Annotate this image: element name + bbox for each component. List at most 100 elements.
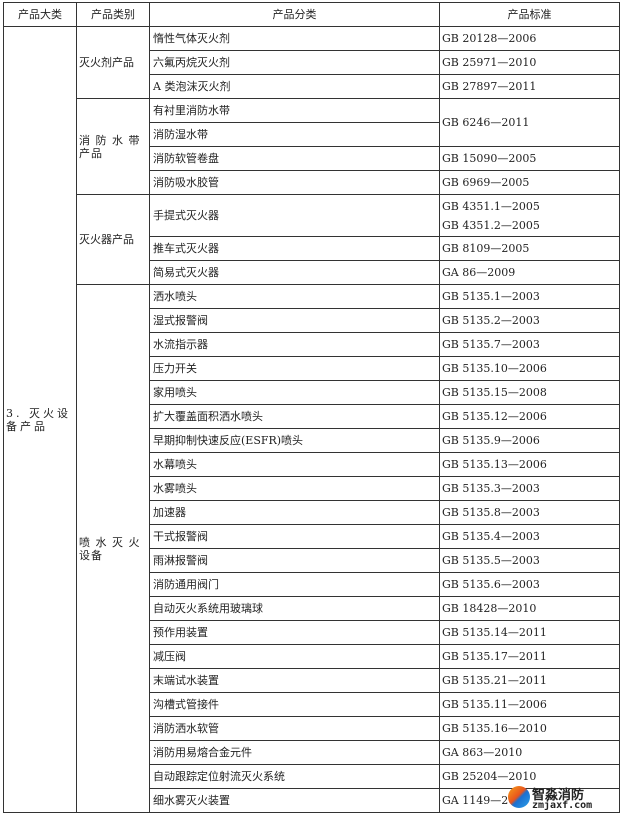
standard-line: GB 4351.1—2005	[442, 199, 540, 213]
table-row: 细水雾灭火装置 GA 1149—20	[4, 788, 620, 813]
standard-cell: GB 5135.14—2011	[439, 620, 620, 645]
category-cell: 消 防 水 带 产品	[76, 98, 150, 195]
table-row: 消防吸水胶管 GB 6969—2005	[4, 170, 620, 195]
classification-cell: 消防用易熔合金元件	[149, 740, 440, 765]
standard-cell: GB 4351.1—2005 GB 4351.2—2005	[439, 194, 620, 237]
watermark-logo-icon	[508, 786, 530, 808]
standard-cell: GB 5135.4—2003	[439, 524, 620, 549]
standard-cell: GB 8109—2005	[439, 236, 620, 261]
classification-cell: 早期抑制快速反应(ESFR)喷头	[149, 428, 440, 453]
standard-cell: GB 5135.6—2003	[439, 572, 620, 597]
classification-cell: 扩大覆盖面积洒水喷头	[149, 404, 440, 429]
table-row: 自动灭火系统用玻璃球 GB 18428—2010	[4, 596, 620, 621]
table-row: 推车式灭火器 GB 8109—2005	[4, 236, 620, 261]
header-major-category: 产品大类	[3, 2, 77, 27]
classification-cell: 干式报警阀	[149, 524, 440, 549]
classification-cell: 消防洒水软管	[149, 716, 440, 741]
classification-cell: 加速器	[149, 500, 440, 525]
standard-cell: GB 5135.3—2003	[439, 476, 620, 501]
standard-cell: GB 6969—2005	[439, 170, 620, 195]
classification-cell: 雨淋报警阀	[149, 548, 440, 573]
standard-cell: GB 5135.5—2003	[439, 548, 620, 573]
standard-cell: GB 5135.16—2010	[439, 716, 620, 741]
table-row: 预作用装置 GB 5135.14—2011	[4, 620, 620, 645]
table-row: 喷 水 灭 火 设备 洒水喷头 GB 5135.1—2003	[4, 284, 620, 813]
classification-cell: 水流指示器	[149, 332, 440, 357]
category-cell: 灭火器产品	[76, 194, 150, 285]
table-row: 简易式灭火器 GA 86—2009	[4, 260, 620, 285]
classification-cell: 六氟丙烷灭火剂	[149, 50, 440, 75]
classification-cell: 沟槽式管接件	[149, 692, 440, 717]
classification-cell: 惰性气体灭火剂	[149, 26, 440, 51]
header-row: 产品大类 产品类别 产品分类 产品标准	[3, 2, 620, 27]
header-standard: 产品标准	[439, 2, 620, 27]
standard-cell: GB 5135.1—2003	[439, 284, 620, 309]
standard-cell: GA 863—2010	[439, 740, 620, 765]
table-row: 沟槽式管接件 GB 5135.11—2006	[4, 692, 620, 717]
classification-cell: 洒水喷头	[149, 284, 440, 309]
classification-cell: 细水雾灭火装置	[149, 788, 440, 813]
standard-cell: GB 5135.10—2006	[439, 356, 620, 381]
watermark: 智淼消防 zmjaxf.com	[508, 784, 618, 814]
classification-cell: 消防湿水带	[149, 122, 440, 147]
classification-cell: A 类泡沫灭火剂	[149, 74, 440, 99]
table-row: 干式报警阀 GB 5135.4—2003	[4, 524, 620, 549]
major-category-cell: 3. 灭火设备产品	[3, 26, 77, 813]
standard-cell: GB 5135.17—2011	[439, 644, 620, 669]
classification-cell: 压力开关	[149, 356, 440, 381]
standard-cell: GB 5135.2—2003	[439, 308, 620, 333]
standard-cell: GB 25971—2010	[439, 50, 620, 75]
watermark-title: 智淼消防	[532, 788, 585, 803]
standard-cell: GB 5135.12—2006	[439, 404, 620, 429]
table-row: 灭火器产品 手提式灭火器 GB 4351.1—2005 GB 4351.2—2005	[4, 194, 620, 285]
table-row: 家用喷头 GB 5135.15—2008	[4, 380, 620, 405]
standard-line: GB 4351.2—2005	[442, 218, 540, 232]
standard-cell: GB 5135.7—2003	[439, 332, 620, 357]
standard-cell: GB 5135.13—2006	[439, 452, 620, 477]
classification-cell: 水雾喷头	[149, 476, 440, 501]
header-category: 产品类别	[76, 2, 150, 27]
standard-cell: GA 86—2009	[439, 260, 620, 285]
classification-cell: 水幕喷头	[149, 452, 440, 477]
standard-cell: GB 5135.9—2006	[439, 428, 620, 453]
classification-cell: 推车式灭火器	[149, 236, 440, 261]
table-row: 消防用易熔合金元件 GA 863—2010	[4, 740, 620, 765]
product-standards-table: 产品大类 产品类别 产品分类 产品标准 3. 灭火设备产品 灭火剂产品 惰性气体灭火…	[3, 2, 620, 813]
standard-cell: GB 5135.21—2011	[439, 668, 620, 693]
table-row: 消防软管卷盘 GB 15090—2005	[4, 146, 620, 171]
classification-cell: 消防软管卷盘	[149, 146, 440, 171]
table-row: 末端试水装置 GB 5135.21—2011	[4, 668, 620, 693]
classification-cell: 减压阀	[149, 644, 440, 669]
standard-cell: GB 6246—2011	[439, 98, 620, 147]
standard-cell: GB 5135.11—2006	[439, 692, 620, 717]
classification-cell: 自动灭火系统用玻璃球	[149, 596, 440, 621]
category-cell: 喷 水 灭 火 设备	[76, 284, 150, 813]
classification-cell: 手提式灭火器	[149, 194, 440, 237]
table-row: 水流指示器 GB 5135.7—2003	[4, 332, 620, 357]
standard-cell: GB 18428—2010	[439, 596, 620, 621]
standard-cell: GB 27897—2011	[439, 74, 620, 99]
table-row: 加速器 GB 5135.8—2003	[4, 500, 620, 525]
classification-cell: 末端试水装置	[149, 668, 440, 693]
classification-cell: 预作用装置	[149, 620, 440, 645]
standard-cell: GB 15090—2005	[439, 146, 620, 171]
table-row: 水雾喷头 GB 5135.3—2003	[4, 476, 620, 501]
table-row: 水幕喷头 GB 5135.13—2006	[4, 452, 620, 477]
header-classification: 产品分类	[149, 2, 440, 27]
category-cell: 灭火剂产品	[76, 26, 150, 99]
standard-cell: GB 5135.8—2003	[439, 500, 620, 525]
classification-cell: 自动跟踪定位射流灭火系统	[149, 764, 440, 789]
standard-cell: GB 5135.15—2008	[439, 380, 620, 405]
standard-cell: GB 20128—2006	[439, 26, 620, 51]
table-row: 消 防 水 带 产品 有衬里消防水带 GB 6246—2011	[4, 98, 620, 195]
classification-cell: 简易式灭火器	[149, 260, 440, 285]
classification-cell: 消防通用阀门	[149, 572, 440, 597]
classification-cell: 湿式报警阀	[149, 308, 440, 333]
classification-cell: 消防吸水胶管	[149, 170, 440, 195]
table-row: 湿式报警阀 GB 5135.2—2003	[4, 308, 620, 333]
classification-cell: 有衬里消防水带	[149, 98, 440, 123]
watermark-url: zmjaxf.com	[532, 800, 593, 811]
table-row: 3. 灭火设备产品 灭火剂产品 惰性气体灭火剂 GB 20128—2006	[3, 26, 620, 813]
table-row: 早期抑制快速反应(ESFR)喷头 GB 5135.9—2006	[4, 428, 620, 453]
table-row: 六氟丙烷灭火剂 GB 25971—2010	[4, 50, 620, 75]
